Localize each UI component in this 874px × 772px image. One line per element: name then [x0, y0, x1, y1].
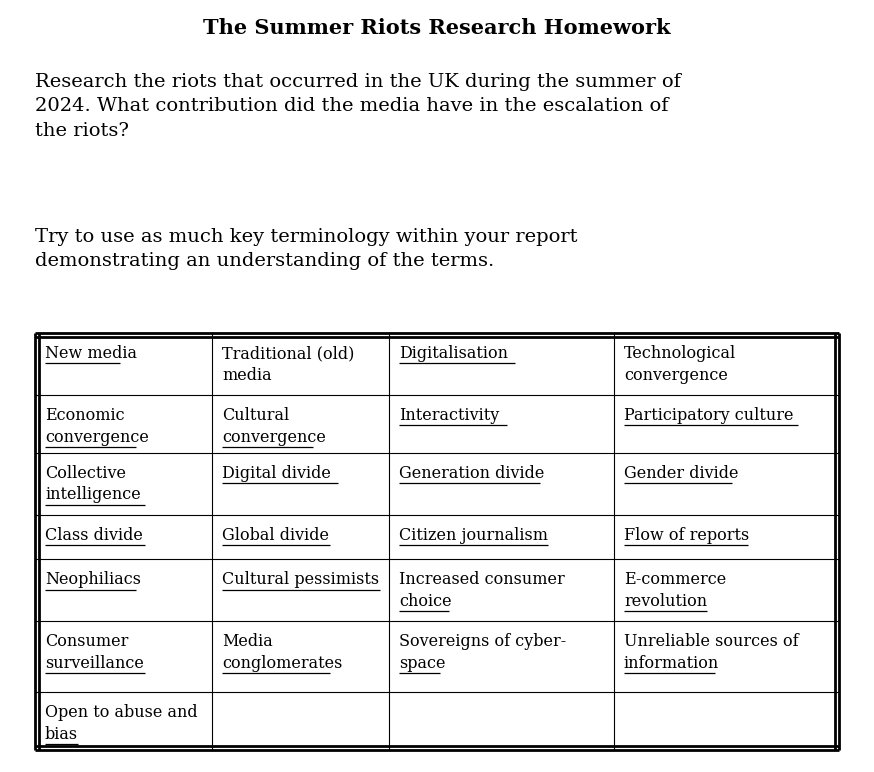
Text: Digital divide: Digital divide — [222, 465, 330, 482]
Text: Class divide: Class divide — [45, 527, 142, 544]
Text: Collective
intelligence: Collective intelligence — [45, 465, 141, 503]
Text: Traditional (old)
media: Traditional (old) media — [222, 345, 354, 384]
Text: Economic
convergence: Economic convergence — [45, 407, 149, 445]
Text: Research the riots that occurred in the UK during the summer of
2024. What contr: Research the riots that occurred in the … — [35, 73, 681, 140]
Text: Technological
convergence: Technological convergence — [624, 345, 736, 384]
Text: E-commerce
revolution: E-commerce revolution — [624, 571, 726, 610]
Text: New media: New media — [45, 345, 137, 362]
Text: Increased consumer
choice: Increased consumer choice — [399, 571, 565, 610]
Text: Digitalisation: Digitalisation — [399, 345, 508, 362]
Text: Unreliable sources of
information: Unreliable sources of information — [624, 633, 799, 672]
Text: Citizen journalism: Citizen journalism — [399, 527, 548, 544]
Text: The Summer Riots Research Homework: The Summer Riots Research Homework — [204, 18, 670, 38]
Text: Gender divide: Gender divide — [624, 465, 739, 482]
Text: Consumer
surveillance: Consumer surveillance — [45, 633, 144, 672]
Text: Flow of reports: Flow of reports — [624, 527, 749, 544]
Text: Global divide: Global divide — [222, 527, 329, 544]
Text: Generation divide: Generation divide — [399, 465, 545, 482]
Text: Media
conglomerates: Media conglomerates — [222, 633, 343, 672]
Text: Open to abuse and
bias: Open to abuse and bias — [45, 704, 198, 743]
Text: Cultural pessimists: Cultural pessimists — [222, 571, 379, 588]
Text: Cultural
convergence: Cultural convergence — [222, 407, 326, 445]
Text: Participatory culture: Participatory culture — [624, 407, 794, 424]
Text: Sovereigns of cyber-
space: Sovereigns of cyber- space — [399, 633, 566, 672]
Text: Neophiliacs: Neophiliacs — [45, 571, 141, 588]
Text: Interactivity: Interactivity — [399, 407, 499, 424]
Text: Try to use as much key terminology within your report
demonstrating an understan: Try to use as much key terminology withi… — [35, 228, 578, 270]
